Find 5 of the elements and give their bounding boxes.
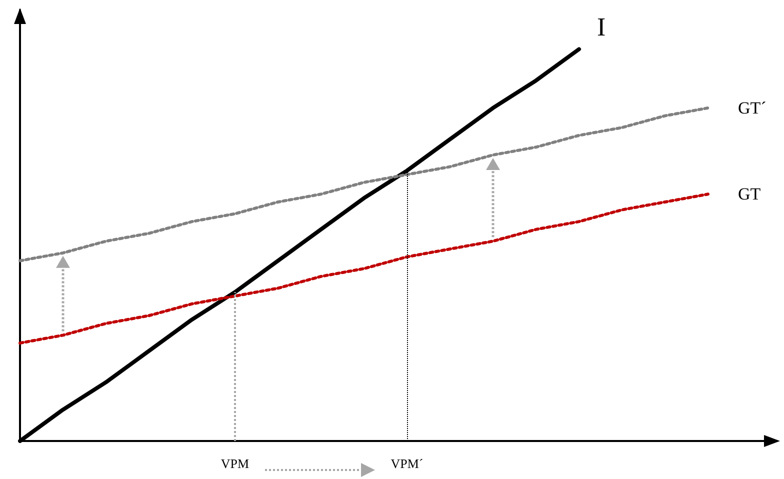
- series-label: GT: [738, 184, 762, 204]
- x-tick-label: VPM: [220, 456, 250, 471]
- series-label: GT´: [738, 98, 766, 118]
- series-label: I: [597, 12, 606, 42]
- x-tick-label: VPM´: [390, 456, 424, 471]
